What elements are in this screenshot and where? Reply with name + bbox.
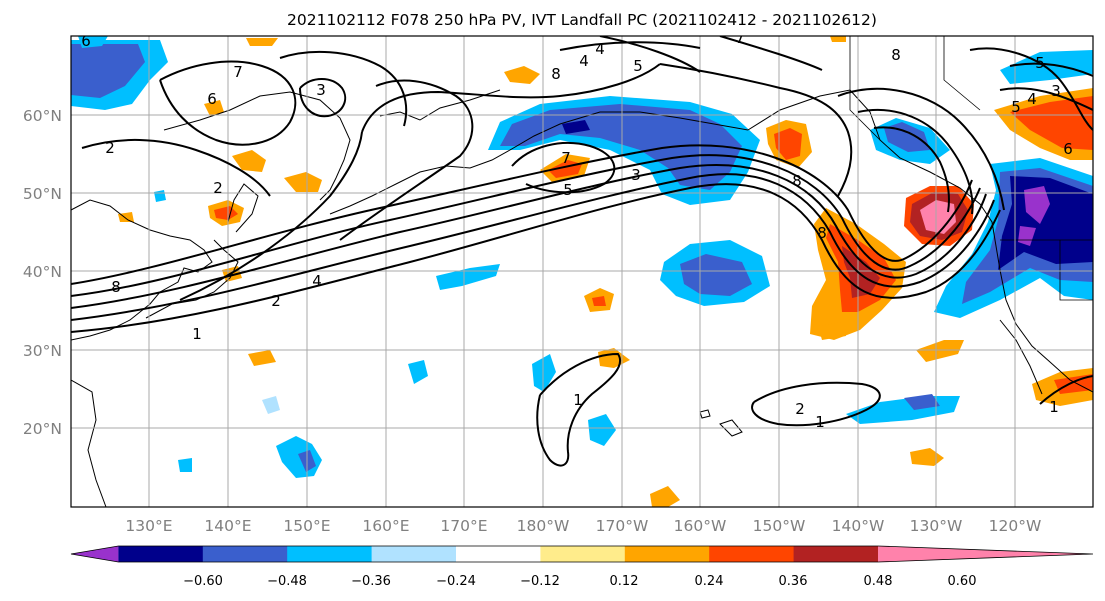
contour-label: 4 <box>579 52 589 70</box>
contour-label: 3 <box>1051 82 1061 100</box>
lon-label: 130°W <box>910 517 963 535</box>
contour-label: 5 <box>1035 54 1045 72</box>
lon-label: 160°W <box>674 517 727 535</box>
lat-label: 60°N <box>23 107 62 125</box>
lat-label: 20°N <box>23 420 62 438</box>
contour-label: 8 <box>891 46 901 64</box>
colorbar-outline <box>70 545 1094 563</box>
contour-label: 2 <box>271 292 281 310</box>
lon-label: 150°W <box>753 517 806 535</box>
colorbar-segment <box>540 546 626 562</box>
figure-title: 2021102112 F078 250 hPa PV, IVT Landfall… <box>287 11 877 29</box>
pv-contours <box>71 36 1093 467</box>
colorbar-tick-label: −0.24 <box>436 574 476 589</box>
colorbar-segment <box>202 546 288 562</box>
contour-label: 8 <box>111 278 121 296</box>
map-area: 6 7 6 2 2 3 4 8 4 5 7 8 5 3 7 4 2 1 8 8 <box>70 29 1094 508</box>
colorbar-segment <box>287 546 373 562</box>
contour-label: 5 <box>1011 98 1021 116</box>
colorbar-tick-labels: −0.60 −0.48 −0.36 −0.24 −0.12 0.12 0.24 … <box>183 574 976 589</box>
contour-label: 4 <box>1027 90 1037 108</box>
colorbar-tick-label: 0.24 <box>695 574 724 589</box>
contour-label: 2 <box>795 400 805 418</box>
colorbar-segment <box>118 546 204 562</box>
lon-label: 140°E <box>204 517 251 535</box>
colorbar-segment <box>456 546 541 562</box>
lon-label: 120°W <box>989 517 1042 535</box>
colorbar-segment <box>709 546 795 562</box>
contour-label: 1 <box>815 413 825 431</box>
colorbar-tick-label: −0.36 <box>351 574 391 589</box>
colorbar-tick-label: 0.60 <box>948 574 977 589</box>
contour-label: 5 <box>633 57 643 75</box>
colorbar-segment <box>878 546 1093 562</box>
colorbar-segments <box>70 545 1094 563</box>
contour-label: 6 <box>1063 140 1073 158</box>
lat-label: 50°N <box>23 185 62 203</box>
contour-label: 5 <box>563 181 573 199</box>
colorbar-segment <box>624 546 710 562</box>
lon-label: 180°W <box>517 517 570 535</box>
contour-label: 1 <box>573 391 583 409</box>
graticule <box>71 36 1093 507</box>
contour-label: 6 <box>81 32 91 50</box>
colorbar-tick-label: 0.36 <box>779 574 808 589</box>
colorbar-segment <box>71 546 119 562</box>
colorbar-segment <box>793 546 879 562</box>
lon-label: 170°E <box>440 517 487 535</box>
colorbar-tick-label: −0.12 <box>520 574 560 589</box>
contour-label: 4 <box>312 272 322 290</box>
contour-label: 2 <box>105 139 115 157</box>
colorbar-tick-label: 0.48 <box>864 574 893 589</box>
contour-label: 1 <box>1049 398 1059 416</box>
lon-label: 150°E <box>283 517 330 535</box>
contour-label: 7 <box>233 63 243 81</box>
contour-labels: 6 7 6 2 2 3 4 8 4 5 7 8 5 3 7 4 2 1 8 8 <box>81 29 1073 431</box>
contour-label: 3 <box>631 166 641 184</box>
contour-label: 4 <box>595 40 605 58</box>
contour-label: 7 <box>735 29 745 47</box>
contour-label: 8 <box>792 172 802 190</box>
longitude-labels: 130°E 140°E 150°E 160°E 170°E 180°W 170°… <box>125 517 1041 535</box>
lon-label: 130°E <box>125 517 172 535</box>
lat-label: 40°N <box>23 263 62 281</box>
lon-label: 140°W <box>832 517 885 535</box>
lat-label: 30°N <box>23 342 62 360</box>
colorbar-tick-label: −0.60 <box>183 574 223 589</box>
colorbar: −0.60 −0.48 −0.36 −0.24 −0.12 0.12 0.24 … <box>70 545 1094 589</box>
contour-label: 2 <box>213 179 223 197</box>
contour-label: 1 <box>192 325 202 343</box>
contour-label: 8 <box>817 224 827 242</box>
contour-label: 8 <box>551 65 561 83</box>
colorbar-tick-label: 0.12 <box>610 574 639 589</box>
map-frame <box>70 35 1094 508</box>
colorbar-segment <box>371 546 457 562</box>
lon-label: 160°E <box>362 517 409 535</box>
contour-label: 3 <box>316 81 326 99</box>
contour-label: 6 <box>207 90 217 108</box>
colorbar-tick-label: −0.48 <box>267 574 307 589</box>
latitude-labels: 60°N 50°N 40°N 30°N 20°N <box>23 107 62 438</box>
lon-label: 170°W <box>596 517 649 535</box>
contour-label: 7 <box>561 149 571 167</box>
